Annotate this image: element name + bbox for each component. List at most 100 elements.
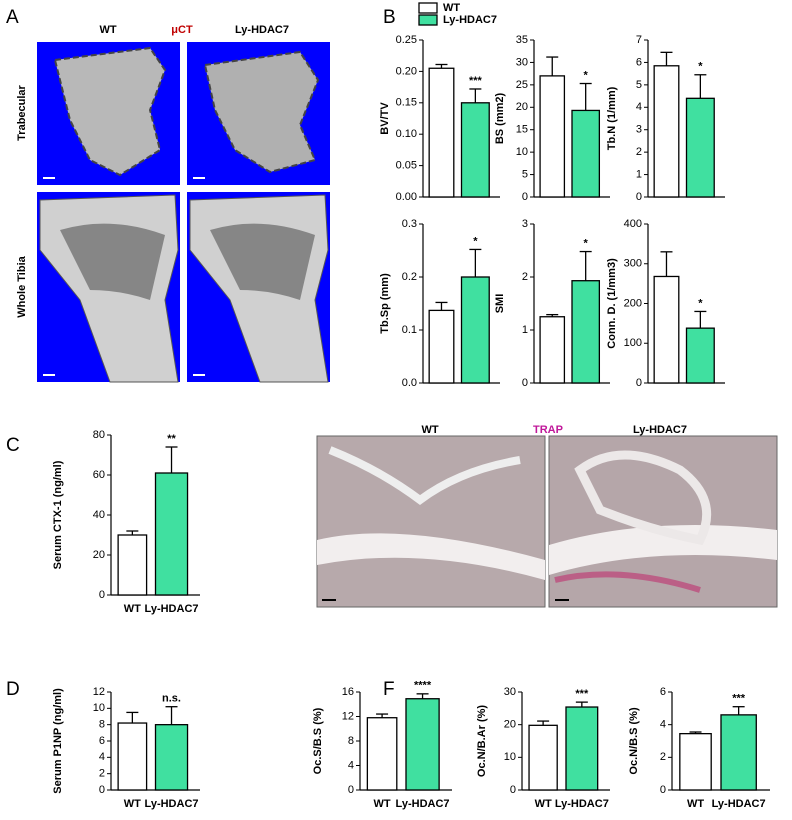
bar — [117, 722, 148, 791]
y-tick-label: 2 — [636, 146, 642, 158]
x-tick-label: WT — [374, 798, 391, 810]
y-tick-label: 0 — [636, 377, 642, 389]
column-label: WT — [421, 424, 438, 436]
legend-label: Ly-HDAC7 — [443, 14, 497, 26]
bar — [366, 717, 398, 791]
significance: **** — [414, 680, 432, 692]
bar — [571, 280, 601, 384]
y-axis-label: Serum CTX-1 (ng/ml) — [52, 460, 64, 569]
row-label: Whole Tibia — [16, 255, 28, 317]
x-tick-label: WT — [124, 603, 141, 615]
y-tick-label: 0 — [99, 784, 105, 796]
x-tick-label: Ly-HDAC7 — [396, 798, 450, 810]
legend-label: WT — [443, 2, 460, 14]
y-tick-label: 60 — [93, 469, 105, 481]
y-tick-label: 15 — [516, 124, 528, 136]
y-tick-label: 25 — [516, 79, 528, 91]
y-tick-label: 3 — [522, 218, 528, 230]
y-tick-label: 2 — [660, 751, 666, 763]
panel-letter: F — [383, 679, 395, 700]
y-axis-label: Oc.N/B.S (%) — [628, 707, 640, 775]
y-tick-label: 2 — [99, 768, 105, 780]
y-axis-label: SMI — [494, 294, 506, 314]
y-tick-label: 0.15 — [396, 97, 417, 109]
y-tick-label: 0.05 — [396, 160, 417, 172]
y-tick-label: 4 — [99, 751, 105, 763]
y-tick-label: 0.25 — [396, 34, 417, 46]
y-tick-label: 4 — [636, 101, 642, 113]
column-label: WT — [99, 24, 116, 36]
y-tick-label: 16 — [342, 686, 354, 698]
y-tick-label: 0.2 — [402, 271, 417, 283]
x-tick-label: WT — [124, 798, 141, 810]
bar — [117, 534, 148, 596]
y-tick-label: 12 — [93, 686, 105, 698]
y-tick-label: 6 — [660, 686, 666, 698]
bar — [720, 714, 757, 791]
significance: * — [584, 69, 589, 81]
y-tick-label: 0.20 — [396, 65, 417, 77]
bar — [653, 275, 680, 384]
y-tick-label: 0.0 — [402, 377, 417, 389]
y-axis-label: BS (mm2) — [494, 92, 506, 144]
y-tick-label: 0.00 — [396, 191, 417, 203]
y-tick-label: 0 — [660, 784, 666, 796]
panel-letter: B — [383, 7, 396, 28]
panel-letter: D — [6, 679, 20, 700]
y-tick-label: 0 — [522, 377, 528, 389]
y-tick-label: 0.10 — [396, 128, 417, 140]
y-tick-label: 35 — [516, 34, 528, 46]
column-label: Ly-HDAC7 — [633, 424, 687, 436]
y-tick-label: 10 — [504, 751, 516, 763]
y-tick-label: 5 — [522, 168, 528, 180]
y-axis-label: Tb.N (1/mm) — [606, 86, 618, 150]
y-axis-label: Oc.N/B.Ar (%) — [476, 705, 488, 777]
panel-letter: A — [6, 7, 19, 28]
bar — [685, 97, 715, 198]
column-label: Ly-HDAC7 — [235, 24, 289, 36]
trap-images — [316, 435, 778, 608]
bar — [460, 102, 490, 198]
bar — [154, 724, 189, 791]
y-tick-label: 0 — [510, 784, 516, 796]
y-tick-label: 0 — [348, 784, 354, 796]
y-tick-label: 200 — [624, 297, 642, 309]
significance: * — [698, 61, 703, 73]
y-tick-label: 4 — [348, 759, 354, 771]
x-tick-label: WT — [535, 798, 552, 810]
bar — [571, 109, 601, 198]
y-tick-label: 10 — [516, 146, 528, 158]
significance: *** — [575, 688, 589, 700]
bar — [685, 327, 715, 384]
x-tick-label: WT — [687, 798, 704, 810]
y-tick-label: 6 — [636, 56, 642, 68]
bar — [460, 276, 490, 384]
y-tick-label: 2 — [522, 271, 528, 283]
y-tick-label: 1 — [636, 168, 642, 180]
legend-swatch — [418, 14, 438, 26]
y-tick-label: 3 — [636, 124, 642, 136]
x-tick-label: Ly-HDAC7 — [145, 603, 199, 615]
y-tick-label: 8 — [99, 719, 105, 731]
y-axis-label: Tb.Sp (mm) — [379, 273, 391, 334]
y-tick-label: 400 — [624, 218, 642, 230]
bar — [539, 75, 566, 198]
bar — [428, 309, 455, 384]
y-tick-label: 10 — [93, 702, 105, 714]
y-tick-label: 20 — [93, 549, 105, 561]
bar — [653, 65, 680, 198]
legend-swatch — [418, 2, 438, 14]
x-tick-label: Ly-HDAC7 — [712, 798, 766, 810]
y-tick-label: 20 — [504, 719, 516, 731]
y-tick-label: 1 — [522, 324, 528, 336]
y-tick-label: 30 — [504, 686, 516, 698]
significance: ** — [167, 433, 176, 445]
bar — [405, 698, 440, 791]
y-axis-label: Oc.S/B.S (%) — [312, 707, 324, 774]
y-tick-label: 4 — [660, 719, 666, 731]
y-tick-label: 0.3 — [402, 218, 417, 230]
significance: n.s. — [162, 693, 181, 705]
y-tick-label: 40 — [93, 509, 105, 521]
x-tick-label: Ly-HDAC7 — [145, 798, 199, 810]
